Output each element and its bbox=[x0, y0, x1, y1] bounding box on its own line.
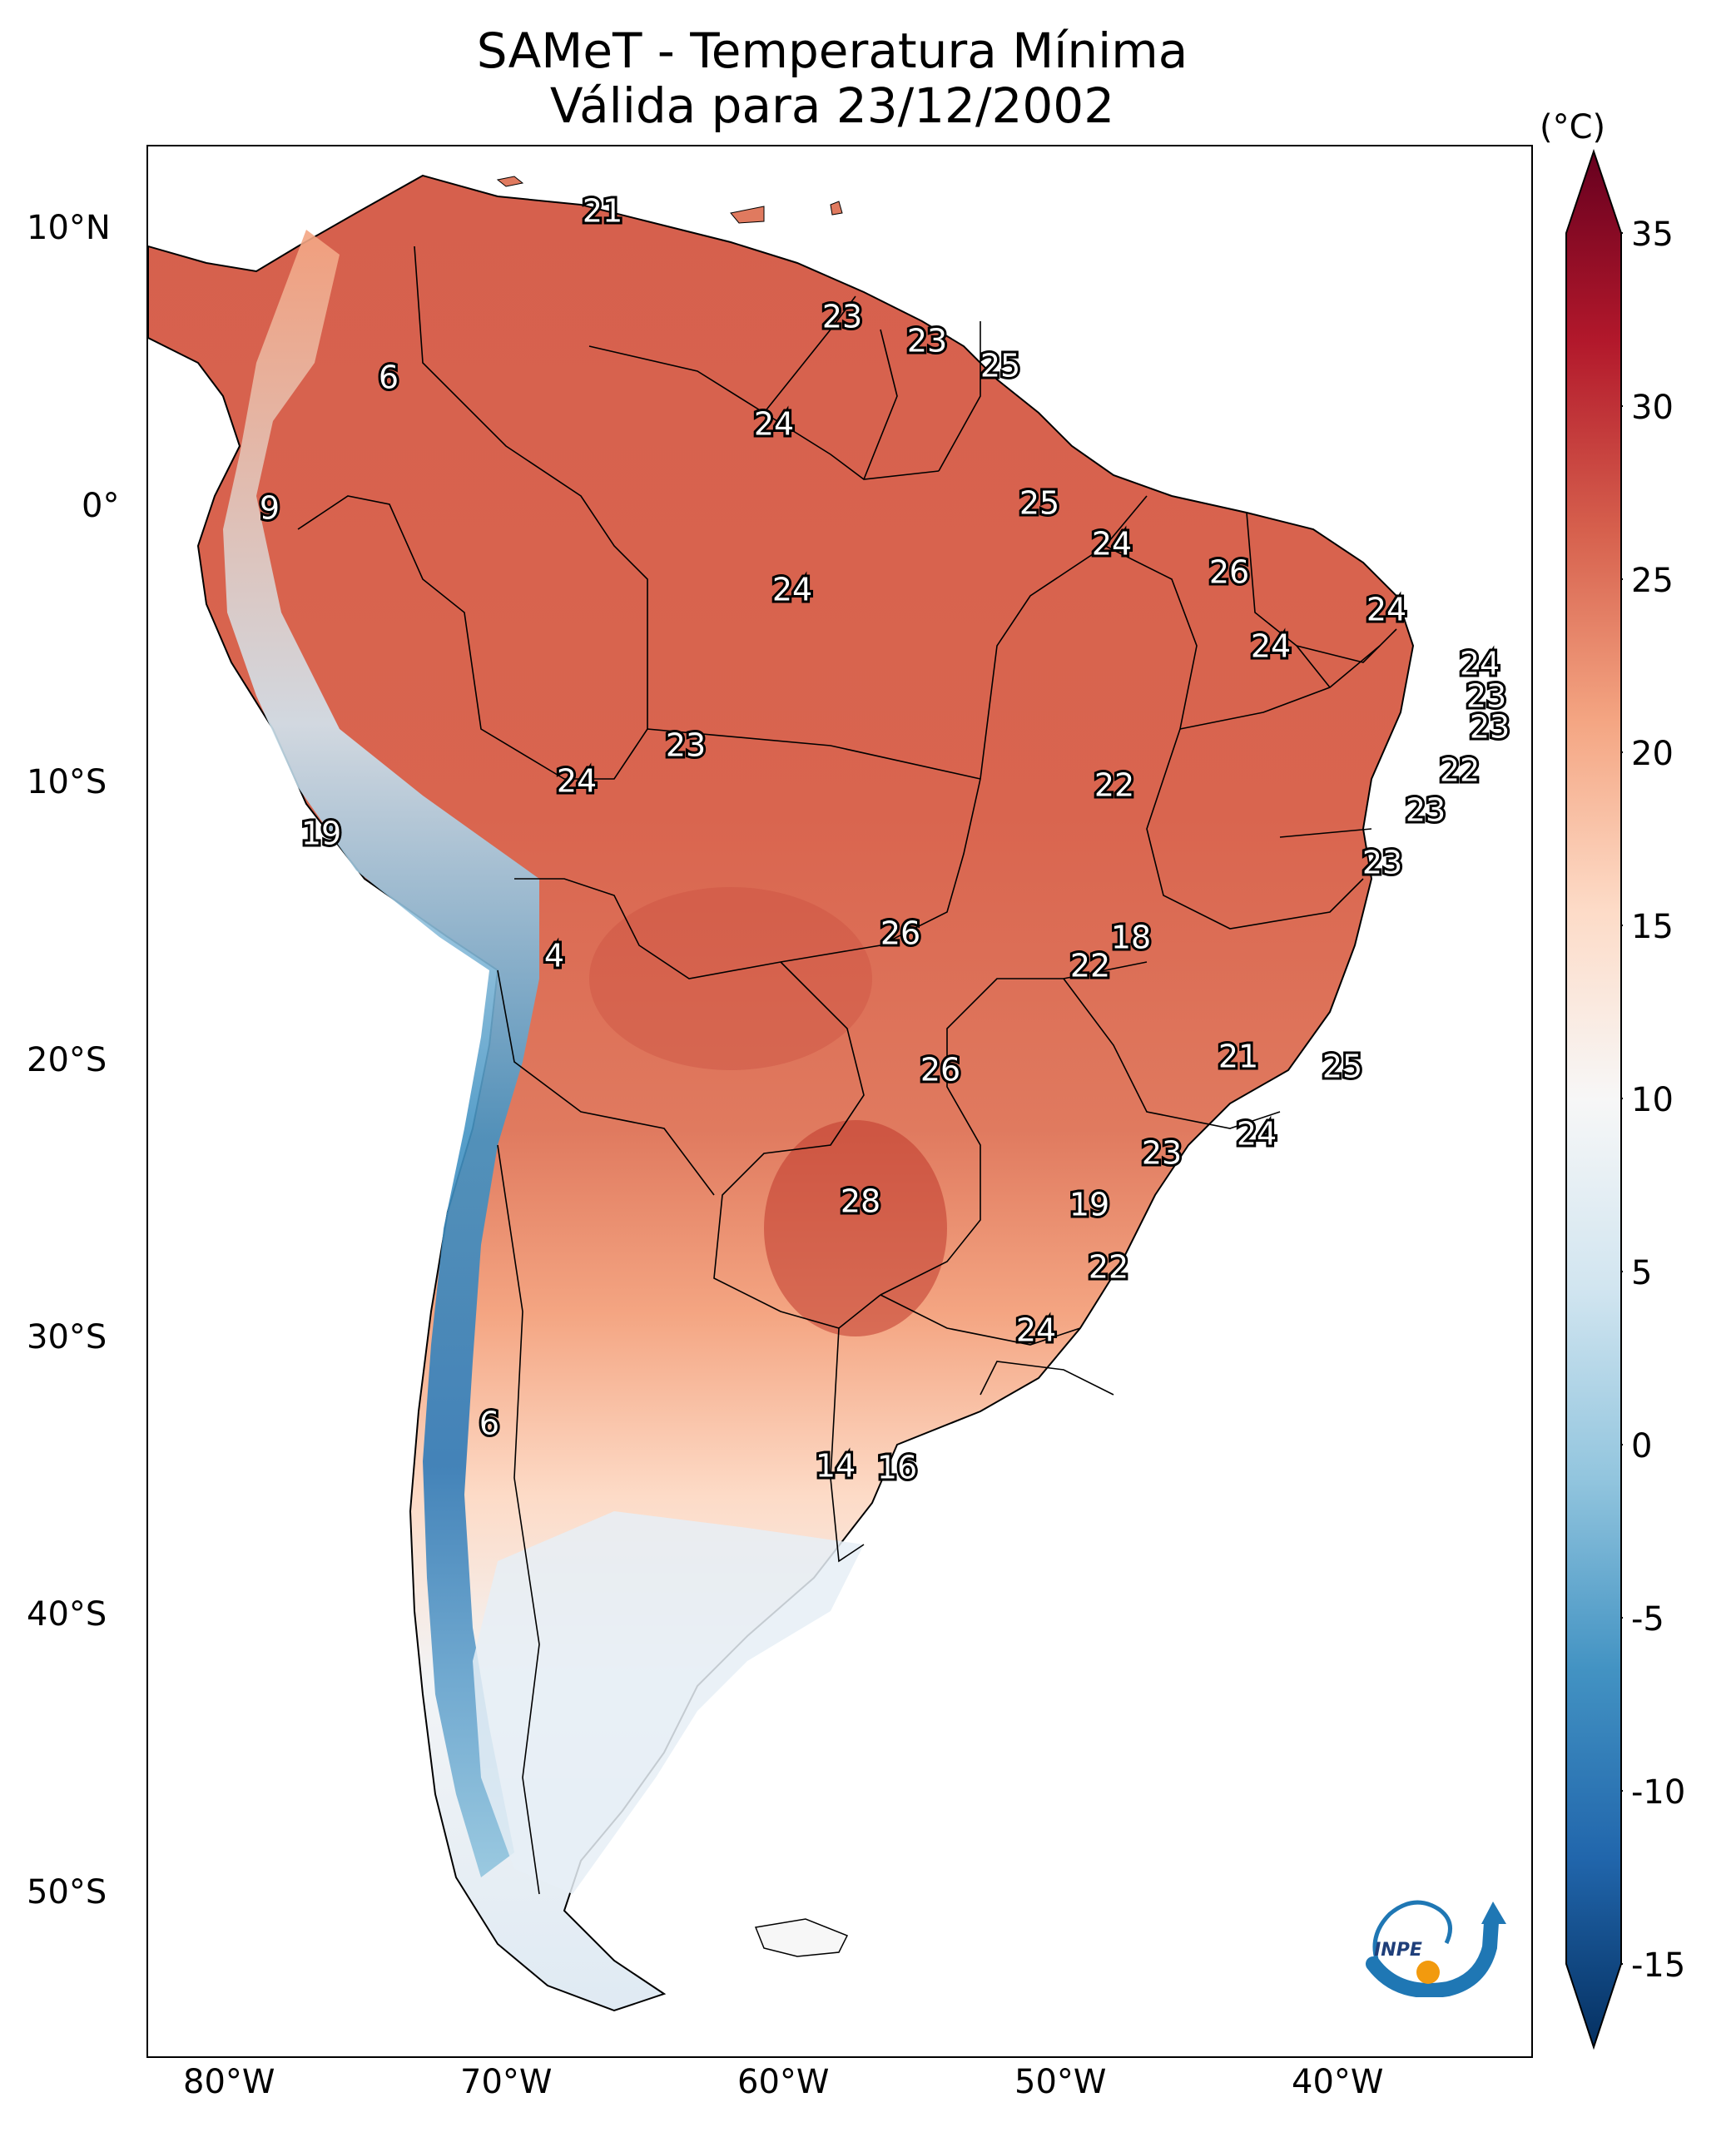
colorbar-tick-20: 20 bbox=[1631, 735, 1674, 773]
value-label: 22 bbox=[1089, 1249, 1128, 1286]
lon-label-60w: 60°W bbox=[737, 2063, 830, 2101]
value-label: 24 bbox=[1366, 592, 1406, 628]
value-label: 4 bbox=[544, 938, 564, 974]
lat-label-30s: 30°S bbox=[27, 1318, 107, 1356]
value-label: 19 bbox=[1069, 1187, 1109, 1223]
temperature-map: 21 6 23 23 25 24 9 25 24 26 24 24 24 24 … bbox=[148, 174, 1512, 2012]
temperature-labels: 21 6 23 23 25 24 9 25 24 26 24 24 24 24 … bbox=[257, 191, 1512, 1489]
lat-label-20s: 20°S bbox=[27, 1041, 107, 1079]
value-label: 21 bbox=[1218, 1039, 1258, 1075]
colorbar-tick-5: 5 bbox=[1631, 1254, 1653, 1292]
value-label: 14 bbox=[816, 1448, 856, 1485]
value-label: 24 bbox=[754, 406, 794, 443]
value-label: 23 bbox=[1142, 1135, 1182, 1172]
political-borders bbox=[297, 245, 1397, 1895]
value-label: 24 bbox=[1092, 526, 1132, 563]
patagonia-cool-area bbox=[473, 1511, 864, 1894]
value-label: 23 bbox=[1362, 845, 1402, 881]
value-label: 23 bbox=[822, 299, 862, 335]
value-label: 16 bbox=[877, 1450, 917, 1486]
value-label: 18 bbox=[1111, 920, 1151, 956]
value-label: 25 bbox=[1322, 1049, 1362, 1085]
caribbean-islands bbox=[496, 176, 843, 224]
lat-label-50s: 50°S bbox=[27, 1873, 107, 1912]
inpe-logo: INPE bbox=[1366, 1900, 1506, 1997]
lat-label-40s: 40°S bbox=[27, 1595, 107, 1634]
colorbar bbox=[1565, 148, 1623, 2050]
inpe-logo-text: INPE bbox=[1374, 1940, 1422, 1961]
colorbar-tick-35: 35 bbox=[1631, 216, 1674, 254]
title-line-2: Válida para 23/12/2002 bbox=[549, 77, 1115, 134]
map-frame: 21 6 23 23 25 24 9 25 24 26 24 24 24 24 … bbox=[146, 145, 1533, 2058]
lat-label-10s: 10°S bbox=[27, 763, 107, 801]
colorbar-tick-10: 10 bbox=[1631, 1081, 1674, 1119]
value-label: 6 bbox=[379, 359, 399, 396]
value-label: 21 bbox=[583, 193, 622, 230]
lon-label-50w: 50°W bbox=[1014, 2063, 1107, 2101]
title-line-1: SAMeT - Temperatura Mínima bbox=[476, 22, 1188, 79]
value-label: 23 bbox=[907, 323, 947, 359]
value-label: 9 bbox=[260, 490, 280, 527]
value-label: 19 bbox=[301, 816, 341, 852]
value-label: 22 bbox=[1070, 948, 1110, 984]
chart-title: SAMeT - Temperatura Mínima Válida para 2… bbox=[0, 23, 1664, 133]
colorbar-tick-25: 25 bbox=[1631, 562, 1674, 600]
value-label: 24 bbox=[1251, 628, 1291, 665]
colorbar-tick-minus-15: -15 bbox=[1631, 1946, 1686, 1985]
value-label: 22 bbox=[1094, 767, 1134, 804]
value-label: 23 bbox=[1470, 709, 1510, 746]
colorbar-body bbox=[1565, 148, 1622, 2050]
falkland-islands bbox=[754, 1918, 849, 1957]
value-label: 23 bbox=[1466, 678, 1506, 715]
value-label: 24 bbox=[1016, 1312, 1056, 1349]
value-label: 28 bbox=[841, 1183, 880, 1220]
lon-label-40w: 40°W bbox=[1292, 2063, 1384, 2101]
lat-label-10n: 10°N bbox=[27, 209, 111, 247]
value-label: 24 bbox=[557, 763, 597, 800]
lon-label-80w: 80°W bbox=[183, 2063, 275, 2101]
value-label: 25 bbox=[1019, 485, 1059, 522]
value-label: 24 bbox=[772, 572, 812, 608]
lat-label-0: 0° bbox=[82, 487, 120, 525]
value-label: 26 bbox=[920, 1052, 960, 1088]
colorbar-tick-15: 15 bbox=[1631, 908, 1674, 946]
colorbar-tick-0: 0 bbox=[1631, 1427, 1653, 1465]
mato-grosso-warm-area bbox=[589, 887, 872, 1070]
value-label: 26 bbox=[880, 915, 920, 952]
value-label: 23 bbox=[1406, 792, 1446, 829]
value-label: 24 bbox=[1460, 646, 1500, 682]
colorbar-unit: (°C) bbox=[1540, 108, 1606, 146]
south-america-land bbox=[148, 174, 1415, 2012]
colorbar-tick-30: 30 bbox=[1631, 389, 1674, 427]
value-label: 6 bbox=[479, 1406, 499, 1442]
value-label: 26 bbox=[1209, 554, 1249, 591]
colorbar-tick-minus-10: -10 bbox=[1631, 1773, 1686, 1812]
value-label: 23 bbox=[666, 727, 706, 764]
colorbar-tick-minus-5: -5 bbox=[1631, 1600, 1664, 1639]
value-label: 22 bbox=[1440, 752, 1480, 789]
lon-label-70w: 70°W bbox=[460, 2063, 553, 2101]
value-label: 25 bbox=[980, 348, 1020, 384]
value-label: 24 bbox=[1237, 1116, 1277, 1153]
andes-cold-band bbox=[223, 230, 539, 1877]
paraguay-hot-spot bbox=[764, 1120, 947, 1336]
